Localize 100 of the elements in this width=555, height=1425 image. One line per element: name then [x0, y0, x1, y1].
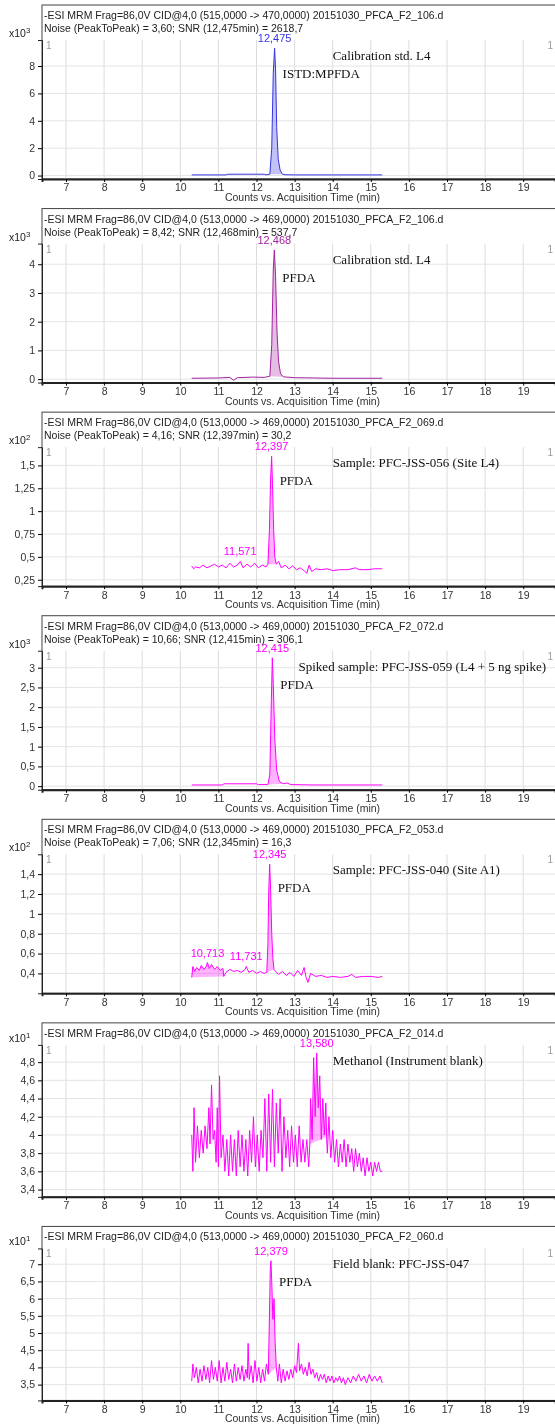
y-tick-label: 6	[29, 1292, 36, 1305]
x-tick-label: 16	[403, 1402, 416, 1415]
annotation: Spiked sample: PFC-JSS-059 (L4 + 5 ng spike)	[298, 658, 546, 674]
y-tick-label: 4,6	[20, 1074, 36, 1087]
x-tick-label: 19	[517, 792, 530, 805]
x-tick-label: 7	[63, 181, 70, 194]
y-tick-label: 3	[29, 286, 36, 299]
y-tick-label: 1	[29, 740, 36, 753]
x-tick-label: 18	[479, 181, 492, 194]
x-tick-label: 13	[289, 588, 302, 601]
y-tick-label: 0,8	[20, 927, 36, 940]
annotation: 1	[547, 243, 554, 255]
x-tick-label: 11	[213, 588, 225, 601]
y-tick-label: 3,8	[20, 1147, 36, 1160]
x-tick-label: 16	[403, 588, 416, 601]
annotation: PFDA	[278, 1274, 313, 1290]
y-tick-label: 3	[29, 661, 36, 674]
x-tick-label: 9	[139, 1402, 146, 1415]
y-tick-label: 0,4	[20, 967, 36, 980]
x-axis-title: Counts vs. Acquisition Time (min)	[224, 1412, 381, 1425]
x-tick-label: 15	[365, 588, 378, 601]
annotation: 1	[46, 650, 52, 662]
x-tick-label: 7	[63, 385, 70, 398]
y-tick-label: 0,6	[20, 947, 36, 960]
y-tick-label: 4	[29, 1128, 36, 1141]
x-tick-label: 10	[174, 1402, 187, 1415]
annotation: 1	[547, 854, 554, 866]
x-tick-label: 13	[289, 1402, 302, 1415]
x-tick-label: 18	[479, 385, 492, 398]
y-tick-label: 4	[29, 114, 36, 127]
x-axis-title: Counts vs. Acquisition Time (min)	[224, 598, 381, 611]
x-tick-label: 16	[403, 792, 416, 805]
x-tick-label: 17	[441, 792, 454, 805]
annotation: PFDA	[282, 269, 317, 285]
annotation: 1	[547, 40, 554, 51]
annotation: Field blank: PFC-JSS-047	[332, 1256, 470, 1272]
y-tick-label: 4	[29, 1361, 36, 1374]
annotation: PFDA	[280, 676, 315, 692]
y-tick-label: 4	[29, 258, 36, 271]
x-tick-label: 18	[479, 588, 492, 601]
y-tick-label: 2	[29, 315, 36, 328]
annotation: 10,713	[190, 946, 225, 959]
chart-title: -ESI MRM Frag=86,0V CID@4,0 (513,0000 -> 469,0000) 20151030_PFCA_F2_060.d	[44, 1230, 444, 1243]
annotation: Sample: PFC-JSS-056 (Site L4)	[332, 455, 500, 471]
x-axis-title: Counts vs. Acquisition Time (min)	[224, 1005, 381, 1018]
y-axis-title: x10$^{3}$	[9, 25, 31, 39]
x-tick-label: 13	[289, 181, 302, 194]
x-tick-label: 11	[213, 792, 225, 805]
x-tick-label: 18	[479, 1199, 492, 1212]
x-tick-label: 12	[251, 995, 263, 1008]
x-tick-label: 19	[517, 181, 530, 194]
x-tick-label: 10	[174, 995, 187, 1008]
x-tick-label: 15	[365, 181, 378, 194]
y-tick-label: 3,5	[20, 1378, 36, 1391]
x-tick-label: 8	[101, 385, 108, 398]
y-axis-title: x10$^{1}$	[9, 1030, 31, 1044]
y-tick-label: 0,5	[20, 760, 36, 773]
x-tick-label: 11	[213, 1199, 225, 1212]
x-tick-label: 17	[441, 181, 454, 194]
x-tick-label: 16	[403, 385, 416, 398]
x-tick-label: 9	[139, 588, 146, 601]
y-tick-label: 1	[29, 505, 36, 518]
x-tick-label: 7	[63, 588, 70, 601]
x-tick-label: 7	[63, 1199, 70, 1212]
chart-title: -ESI MRM Frag=86,0V CID@4,0 (513,0000 -> 469,0000) 20151030_PFCA_F2_106.d	[44, 212, 444, 225]
x-tick-label: 16	[403, 995, 416, 1008]
x-tick-label: 9	[139, 995, 146, 1008]
x-tick-label: 17	[441, 995, 454, 1008]
chart-subtitle: Noise (PeakToPeak) = 3,60; SNR (12,475min) = 2618,7	[44, 22, 304, 34]
x-tick-label: 10	[174, 588, 187, 601]
x-tick-label: 8	[101, 792, 108, 805]
annotation: 1	[547, 1248, 554, 1260]
annotation: 11,571	[223, 545, 257, 558]
annotation: Sample: PFC-JSS-040 (Site A1)	[332, 862, 500, 878]
annotation: 1	[46, 1044, 52, 1056]
x-tick-label: 12	[251, 181, 263, 194]
line-series	[191, 1052, 383, 1177]
chart-title: -ESI MRM Frag=86,0V CID@4,0 (515,0000 -> 470,0000) 20151030_PFCA_F2_106.d	[44, 9, 444, 21]
y-tick-label: 3,4	[20, 1183, 36, 1196]
y-tick-label: 0	[29, 169, 36, 182]
y-tick-label: 2	[29, 142, 36, 155]
annotation: 12,345	[252, 848, 287, 861]
x-tick-label: 19	[517, 385, 530, 398]
annotation: 1	[547, 447, 554, 459]
x-tick-label: 9	[139, 181, 146, 194]
y-tick-label: 5	[29, 1326, 36, 1339]
x-tick-label: 11	[213, 181, 225, 194]
y-axis-title: x10$^{3}$	[9, 636, 31, 650]
annotation: PFDA	[279, 473, 314, 489]
annotation: 12,379	[254, 1244, 288, 1257]
x-tick-label: 17	[441, 1402, 454, 1415]
y-tick-label: 1	[29, 907, 36, 920]
chart-title: -ESI MRM Frag=86,0V CID@4,0 (513,0000 -> 469,0000) 20151030_PFCA_F2_014.d	[44, 1026, 444, 1039]
y-tick-label: 4,2	[20, 1110, 36, 1123]
x-tick-label: 10	[174, 385, 187, 398]
y-tick-label: 4,8	[20, 1056, 36, 1069]
x-tick-label: 9	[139, 385, 146, 398]
x-tick-label: 15	[365, 1402, 378, 1415]
x-tick-label: 17	[441, 588, 454, 601]
y-axis-title: x10$^{3}$	[9, 229, 31, 243]
